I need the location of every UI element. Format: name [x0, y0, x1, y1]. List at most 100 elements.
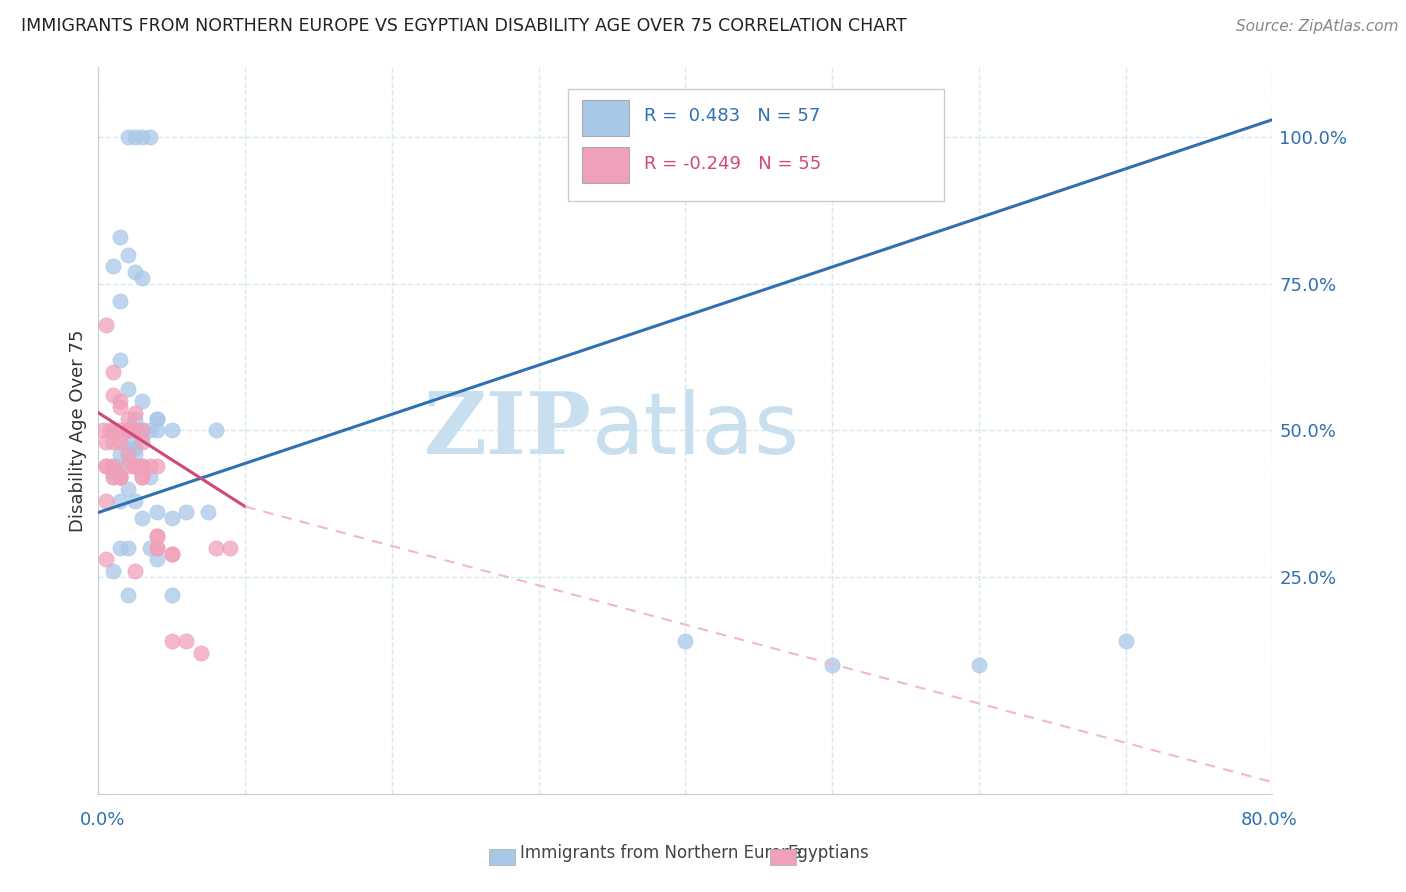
Point [124, 441, 146, 455]
Point [124, 406, 146, 420]
Point [117, 130, 139, 145]
Point [110, 447, 132, 461]
Point [146, 506, 169, 520]
Point [117, 247, 139, 261]
Point [124, 424, 146, 438]
Point [110, 470, 132, 484]
Point [160, 424, 183, 438]
Point [205, 541, 228, 555]
Point [124, 458, 146, 473]
Point [117, 424, 139, 438]
Text: 0.0%: 0.0% [80, 811, 125, 829]
Point [110, 470, 132, 484]
Point [110, 400, 132, 414]
Point [219, 541, 242, 555]
Point [146, 411, 169, 425]
Point [131, 470, 153, 484]
Point [821, 657, 844, 672]
Point [160, 547, 183, 561]
Point [146, 458, 169, 473]
Point [139, 470, 162, 484]
Point [131, 424, 153, 438]
Point [117, 424, 139, 438]
Bar [582, 147, 628, 183]
Point [110, 394, 132, 409]
Point [139, 541, 162, 555]
Point [101, 259, 124, 273]
Text: R =  0.483   N = 57: R = 0.483 N = 57 [644, 107, 821, 126]
Point [101, 470, 124, 484]
Point [131, 130, 153, 145]
Point [117, 411, 139, 425]
Point [160, 547, 183, 561]
Point [117, 458, 139, 473]
Point [110, 541, 132, 555]
Point [94, 493, 117, 508]
Point [205, 424, 228, 438]
Point [146, 541, 169, 555]
Point [176, 506, 198, 520]
Point [139, 424, 162, 438]
Point [675, 634, 697, 648]
Text: R = -0.249   N = 55: R = -0.249 N = 55 [644, 154, 821, 172]
Point [101, 388, 124, 402]
Point [176, 634, 198, 648]
Point [101, 458, 124, 473]
Text: Egyptians: Egyptians [787, 844, 869, 862]
Point [91, 424, 114, 438]
Point [197, 506, 219, 520]
Point [139, 458, 162, 473]
Point [124, 564, 146, 578]
Point [124, 493, 146, 508]
Point [139, 130, 162, 145]
Point [124, 458, 146, 473]
Point [967, 657, 990, 672]
Point [124, 424, 146, 438]
Point [131, 424, 153, 438]
Point [101, 564, 124, 578]
Point [131, 271, 153, 285]
Point [131, 470, 153, 484]
Point [131, 429, 153, 443]
Point [94, 458, 117, 473]
Point [110, 230, 132, 244]
Point [117, 447, 139, 461]
Point [110, 458, 132, 473]
Y-axis label: Disability Age Over 75: Disability Age Over 75 [69, 329, 87, 532]
Point [101, 465, 124, 479]
Point [117, 482, 139, 496]
Point [101, 470, 124, 484]
Point [146, 552, 169, 566]
Point [146, 424, 169, 438]
Point [1115, 634, 1137, 648]
Point [146, 529, 169, 543]
Point [124, 411, 146, 425]
Point [124, 424, 146, 438]
Point [160, 634, 183, 648]
Point [146, 411, 169, 425]
Point [146, 541, 169, 555]
Point [94, 318, 117, 332]
Bar [582, 100, 628, 136]
FancyBboxPatch shape [568, 88, 943, 202]
Point [94, 435, 117, 450]
Point [131, 511, 153, 525]
Point [101, 465, 124, 479]
Point [117, 424, 139, 438]
Point [94, 458, 117, 473]
Point [110, 424, 132, 438]
Point [117, 541, 139, 555]
Point [124, 265, 146, 279]
Point [131, 458, 153, 473]
Point [190, 646, 212, 660]
Point [94, 552, 117, 566]
Text: Source: ZipAtlas.com: Source: ZipAtlas.com [1236, 20, 1399, 34]
Point [131, 424, 153, 438]
Point [124, 447, 146, 461]
Text: atlas: atlas [592, 389, 800, 472]
Point [160, 588, 183, 602]
Text: ZIP: ZIP [423, 388, 592, 473]
Point [101, 458, 124, 473]
Point [117, 447, 139, 461]
Point [117, 424, 139, 438]
